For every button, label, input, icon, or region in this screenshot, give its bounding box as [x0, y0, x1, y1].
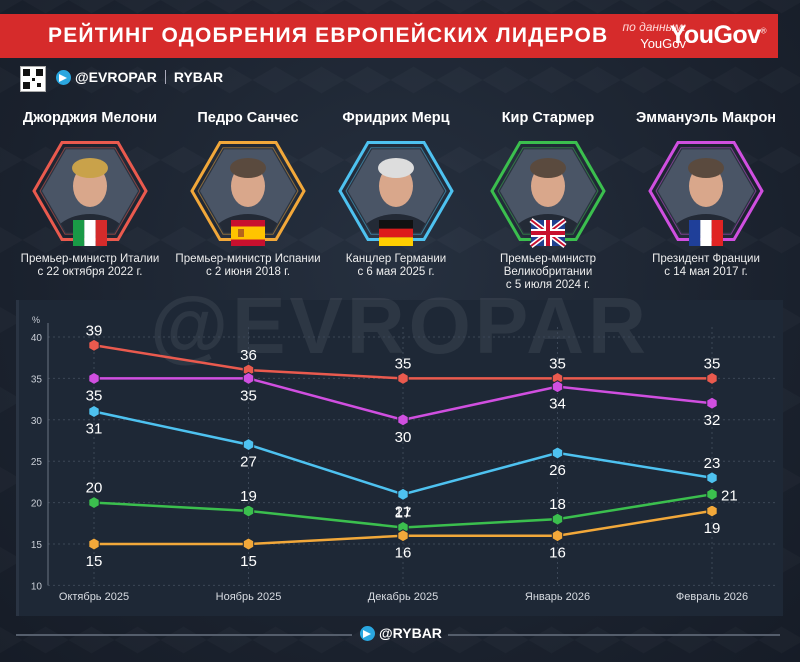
leader-role: Премьер-министр [499, 253, 597, 265]
flag-spain [231, 220, 265, 246]
watermark: @EVROPAR [150, 281, 650, 370]
portrait-frame [190, 141, 306, 246]
portrait-frame [490, 141, 606, 248]
leader-name: Эммануэль Макрон [635, 110, 777, 126]
title-banner: РЕЙТИНГ ОДОБРЕНИЯ ЕВРОПЕЙСКИХ ЛИДЕРОВ по… [0, 14, 778, 58]
leader-name: Фридрих Мерц [342, 110, 450, 126]
leader-since: с 2 июня 2018 г. [205, 266, 291, 278]
leader-description: Премьер-министр Италии с 22 октября 2022… [10, 253, 170, 279]
telegram-icon [56, 69, 71, 85]
leader-role: Канцлер Германии [345, 253, 447, 265]
leader-description: Канцлер Германии с 6 мая 2025 г. [316, 253, 476, 279]
leader-name: Педро Санчес [197, 110, 299, 126]
divider [164, 70, 166, 84]
flag-germany [379, 220, 413, 246]
channel-handles: @EVROPAR RYBAR [56, 64, 223, 90]
flag-uk [529, 218, 567, 248]
yougov-logo: YouGov® [669, 21, 767, 49]
footer-handle: @RYBAR [360, 625, 442, 641]
handle-rybar[interactable]: RYBAR [173, 69, 224, 85]
telegram-icon [360, 625, 375, 641]
leader-since: Великобритании [503, 266, 593, 278]
leader-description: Премьер-министр Великобритании с 5 июля … [468, 253, 628, 292]
source-credit: по данным: YouGov [622, 20, 686, 51]
leader-description: Премьер-министр Испании с 2 июня 2018 г. [168, 253, 328, 279]
page-title: РЕЙТИНГ ОДОБРЕНИЯ ЕВРОПЕЙСКИХ ЛИДЕРОВ [48, 24, 609, 47]
handle-evropar[interactable]: @EVROPAR [75, 69, 157, 85]
leader-role: Президент Франции [652, 253, 760, 265]
leader-role: Премьер-министр Испании [175, 253, 321, 265]
leader-since: с 14 мая 2017 г. [664, 266, 748, 278]
portrait-frame [338, 141, 454, 246]
footer: @RYBAR [0, 625, 800, 645]
leader-role: Премьер-министр Италии [20, 253, 160, 265]
source-name: YouGov [640, 36, 686, 51]
portrait-frame [32, 141, 148, 246]
leader-since: с 22 октября 2022 г. [37, 266, 143, 278]
qr-code-icon[interactable] [20, 66, 46, 92]
leader-name: Кир Стармер [501, 110, 595, 126]
footer-handle-text[interactable]: @RYBAR [379, 625, 442, 641]
leader-since: с 6 мая 2025 г. [357, 266, 435, 278]
portrait-frame [648, 141, 764, 246]
leader-since-extra: с 5 июля 2024 г. [505, 279, 591, 291]
flag-france [689, 220, 723, 246]
leader-name: Джорджия Мелони [22, 110, 158, 126]
footer-line-right [448, 634, 780, 636]
source-prefix: по данным: [622, 20, 686, 34]
leader-description: Президент Франции с 14 мая 2017 г. [626, 253, 786, 279]
flag-italy [73, 220, 107, 246]
footer-line-left [16, 634, 352, 636]
